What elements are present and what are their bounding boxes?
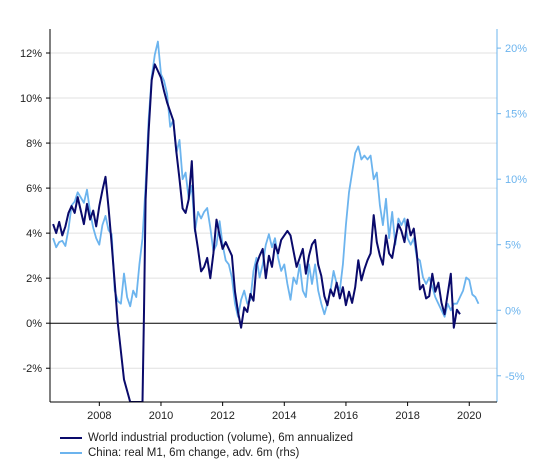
axis-layer: -2% 0% 2% 4% 6% 8% 10% 12% -5% 0% 5% 10% 15% 20% 2008 2… [20,29,527,422]
y-left-tick-label: 12% [20,48,42,60]
y-right-tick-label: 10% [505,174,527,186]
legend-item-m1: China: real M1, 6m change, adv. 6m (rhs) [60,445,353,460]
legend-item-ip: World industrial production (volume), 6m… [60,430,353,445]
y-left-tick-label: 10% [20,93,42,105]
series-line-m1 [52,40,480,318]
legend-label-ip: World industrial production (volume), 6m… [88,431,354,444]
series-line-ip [52,63,461,402]
y-left-tick-label: 6% [26,183,42,195]
y-left-tick-label: 2% [26,273,42,285]
y-left-tick-label: 4% [26,228,42,240]
legend-label-m1: China: real M1, 6m change, adv. 6m (rhs) [88,446,300,459]
y-right-tick-label: 0% [505,305,521,317]
x-tick-label: 2016 [334,410,358,422]
x-tick-label: 2010 [149,410,173,422]
y-left-tick-label: 8% [26,138,42,150]
y-right-tick-label: 15% [505,109,527,121]
x-tick-label: 2012 [210,410,234,422]
y-left-tick-label: -2% [22,363,42,375]
legend-swatch-ip [60,436,82,439]
legend: World industrial production (volume), 6m… [60,430,353,460]
y-right-tick-label: 5% [505,240,521,252]
x-tick-label: 2014 [272,410,296,422]
x-tick-label: 2018 [395,410,419,422]
x-tick-label: 2020 [457,410,481,422]
y-right-tick-label: -5% [505,371,525,383]
legend-swatch-m1 [60,451,82,454]
plot-layer [52,40,480,402]
y-right-tick-label: 20% [505,43,527,55]
y-left-tick-label: 0% [26,318,42,330]
x-tick-label: 2008 [87,410,111,422]
